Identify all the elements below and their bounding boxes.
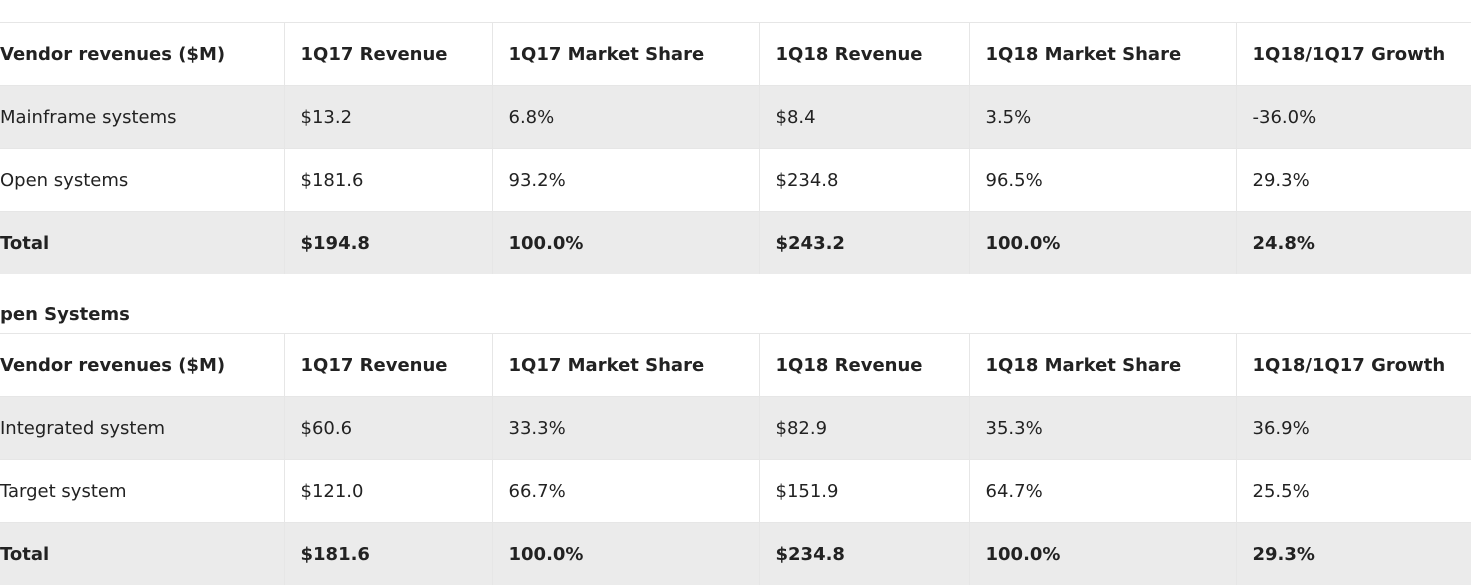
column-header: 1Q18 Market Share (969, 333, 1237, 397)
table-cell: $243.2 (759, 211, 970, 274)
total-row: Total $181.6 100.0% $234.8 100.0% 29.3% (0, 522, 1471, 585)
column-header: Vendor revenues ($M) (0, 333, 285, 397)
column-header: 1Q18 Market Share (969, 22, 1237, 86)
table-cell: 64.7% (969, 459, 1237, 523)
column-header: 1Q17 Revenue (284, 22, 493, 86)
table-cell: $13.2 (284, 85, 493, 149)
column-header: 1Q18/1Q17 Growth (1236, 22, 1471, 86)
table-row: Mainframe systems $13.2 6.8% $8.4 3.5% -36.0% (0, 85, 1471, 149)
table-cell: 33.3% (492, 396, 760, 460)
total-row: Total $194.8 100.0% $243.2 100.0% 24.8% (0, 211, 1471, 274)
table-cell: 100.0% (492, 522, 760, 585)
table-cell: 100.0% (492, 211, 760, 274)
table-cell: 96.5% (969, 148, 1237, 212)
header-row: Vendor revenues ($M) 1Q17 Revenue 1Q17 Mar… (0, 333, 1471, 397)
table-cell: 29.3% (1236, 522, 1471, 585)
table-cell: 35.3% (969, 396, 1237, 460)
table-cell: $234.8 (759, 148, 970, 212)
table-cell: $234.8 (759, 522, 970, 585)
column-header: 1Q17 Market Share (492, 333, 760, 397)
table-cell: -36.0% (1236, 85, 1471, 149)
table-cell: 66.7% (492, 459, 760, 523)
open-systems-table: Vendor revenues ($M) 1Q17 Revenue 1Q17 Mar… (0, 333, 1471, 585)
column-header: Vendor revenues ($M) (0, 22, 285, 86)
table-cell: 100.0% (969, 522, 1237, 585)
table-cell: $8.4 (759, 85, 970, 149)
table-cell: 3.5% (969, 85, 1237, 149)
table-row: Target system $121.0 66.7% $151.9 64.7% 25.5% (0, 459, 1471, 523)
column-header: 1Q18/1Q17 Growth (1236, 333, 1471, 397)
table-cell: Open systems (0, 148, 285, 212)
table-cell: 36.9% (1236, 396, 1471, 460)
column-header: 1Q18 Revenue (759, 333, 970, 397)
table-cell: Target system (0, 459, 285, 523)
table-cell: $121.0 (284, 459, 493, 523)
table-cell: Total (0, 211, 285, 274)
header-row: Vendor revenues ($M) 1Q17 Revenue 1Q17 Mar… (0, 22, 1471, 86)
column-header: 1Q18 Revenue (759, 22, 970, 86)
table-cell: $194.8 (284, 211, 493, 274)
table-cell: $60.6 (284, 396, 493, 460)
table-cell: $82.9 (759, 396, 970, 460)
table-cell: 93.2% (492, 148, 760, 212)
table-cell: Total (0, 522, 285, 585)
table-row: Integrated system $60.6 33.3% $82.9 35.3% 36.… (0, 396, 1471, 460)
vendor-revenue-table: Vendor revenues ($M) 1Q17 Revenue 1Q17 Mar… (0, 22, 1471, 274)
column-header: 1Q17 Revenue (284, 333, 493, 397)
table-cell: 29.3% (1236, 148, 1471, 212)
table-cell: 100.0% (969, 211, 1237, 274)
table-cell: 25.5% (1236, 459, 1471, 523)
table-cell: 24.8% (1236, 211, 1471, 274)
table-cell: $151.9 (759, 459, 970, 523)
column-header: 1Q17 Market Share (492, 22, 760, 86)
table-cell: $181.6 (284, 522, 493, 585)
table-cell: 6.8% (492, 85, 760, 149)
table-cell: Integrated system (0, 396, 285, 460)
table-row: Open systems $181.6 93.2% $234.8 96.5% 29.3% (0, 148, 1471, 212)
table-cell: Mainframe systems (0, 85, 285, 149)
table-cell: $181.6 (284, 148, 493, 212)
table-caption: pen Systems (0, 304, 130, 325)
